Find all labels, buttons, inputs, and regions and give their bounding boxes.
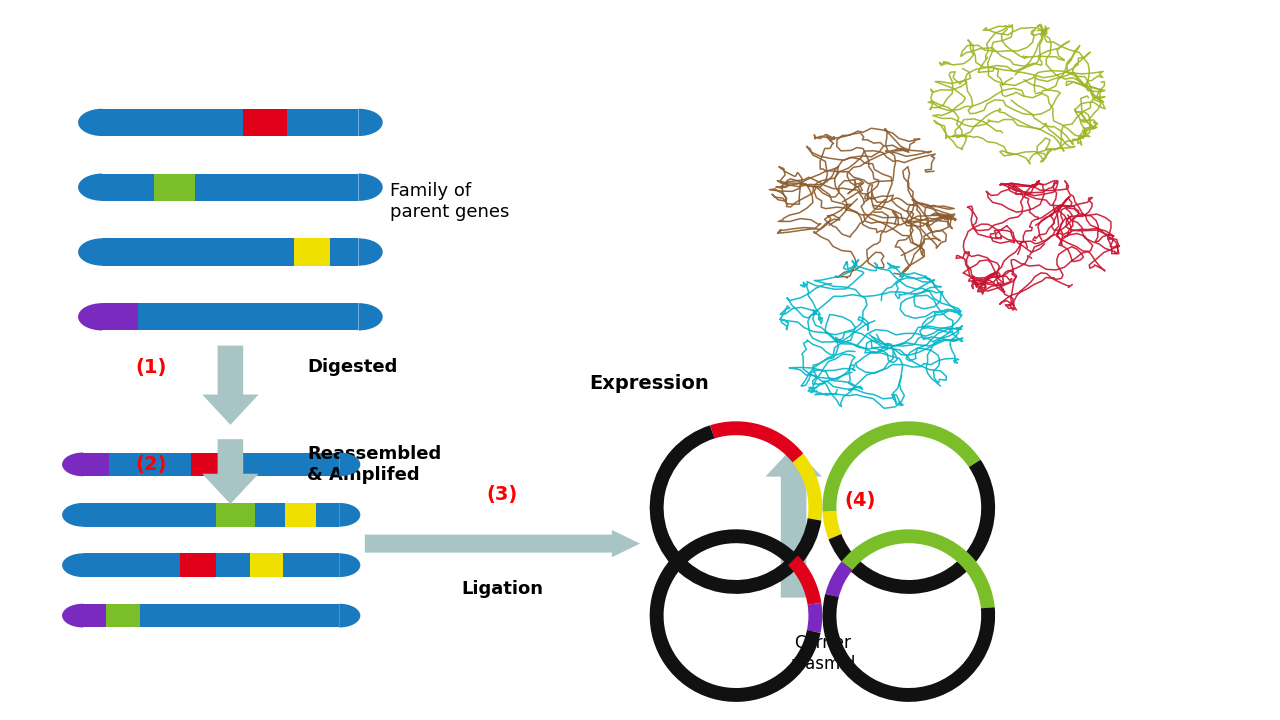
Text: (3): (3) <box>486 485 518 504</box>
FancyArrow shape <box>202 439 259 504</box>
Bar <box>102 238 294 266</box>
Text: Digested: Digested <box>307 359 398 376</box>
Bar <box>330 238 358 266</box>
Bar <box>216 503 255 527</box>
Bar <box>154 174 195 201</box>
Wedge shape <box>358 303 383 330</box>
Bar <box>106 603 140 628</box>
Text: Reassembled
& Amplifed: Reassembled & Amplifed <box>307 445 442 484</box>
Bar <box>102 109 243 136</box>
Wedge shape <box>61 453 83 477</box>
Bar <box>102 303 138 330</box>
Wedge shape <box>78 238 102 266</box>
Bar <box>83 503 216 527</box>
Text: Expression: Expression <box>589 374 709 392</box>
Bar <box>316 503 339 527</box>
Wedge shape <box>358 238 383 266</box>
Bar <box>195 174 358 201</box>
Wedge shape <box>358 174 383 201</box>
Wedge shape <box>78 109 102 136</box>
Text: (4): (4) <box>845 491 877 510</box>
Text: Carrier
plasmid: Carrier plasmid <box>790 634 856 673</box>
Text: Ligation: Ligation <box>461 580 544 598</box>
Wedge shape <box>358 109 383 136</box>
Text: (2): (2) <box>134 455 166 474</box>
Bar <box>83 553 180 577</box>
Bar <box>250 553 283 577</box>
Bar <box>191 453 229 477</box>
FancyArrow shape <box>202 346 259 425</box>
Bar <box>180 553 216 577</box>
FancyArrow shape <box>365 530 640 557</box>
Wedge shape <box>61 554 83 577</box>
Bar <box>216 553 250 577</box>
Wedge shape <box>339 603 361 628</box>
Bar <box>140 603 339 628</box>
Wedge shape <box>78 174 102 201</box>
Bar <box>83 603 106 628</box>
Text: Family of
parent genes: Family of parent genes <box>390 182 509 221</box>
Bar <box>243 109 287 136</box>
Text: (1): (1) <box>134 358 166 377</box>
Bar <box>83 453 109 477</box>
Wedge shape <box>61 503 83 527</box>
Wedge shape <box>339 453 361 477</box>
Bar <box>138 303 358 330</box>
Bar <box>283 553 339 577</box>
Bar <box>285 503 316 527</box>
FancyArrow shape <box>765 446 822 598</box>
Bar <box>229 453 339 477</box>
Wedge shape <box>61 603 83 628</box>
Bar <box>294 238 330 266</box>
Wedge shape <box>339 554 361 577</box>
Bar <box>102 174 154 201</box>
Bar <box>109 453 191 477</box>
Bar <box>287 109 358 136</box>
Bar <box>255 503 285 527</box>
Wedge shape <box>78 303 102 330</box>
Wedge shape <box>339 503 361 527</box>
